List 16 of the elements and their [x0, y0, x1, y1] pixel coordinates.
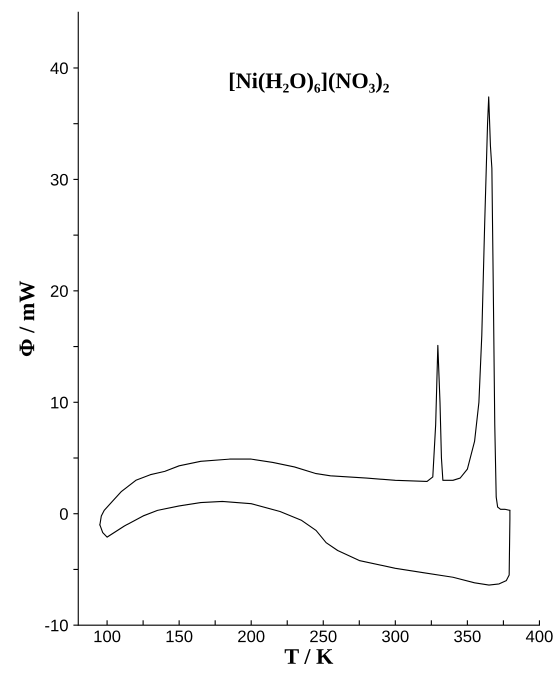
- x-tick-label: 150: [166, 630, 192, 642]
- text: [Ni(H₂O)₆](NO₃)₂: [230, 72, 389, 93]
- y-tick-label: 30: [50, 174, 68, 186]
- x-tick-label: 200: [238, 630, 264, 642]
- y-axis-title: Φ / mW: [20, 280, 34, 356]
- y-tick-label: 10: [51, 396, 68, 408]
- x-tick-label: 300: [382, 630, 409, 642]
- x-axis-title: T / K: [284, 649, 334, 664]
- x-tick-label: 250: [310, 630, 337, 642]
- y-tick-label: 40: [50, 62, 68, 74]
- y-tick-label: 0: [60, 508, 68, 520]
- x-tick-label: 100: [94, 630, 120, 642]
- y-tick-label: 20: [50, 285, 68, 298]
- y-tick-label: -10: [45, 620, 68, 632]
- x-tick-label: 350: [454, 630, 481, 642]
- x-tick-label: 400: [526, 630, 553, 642]
